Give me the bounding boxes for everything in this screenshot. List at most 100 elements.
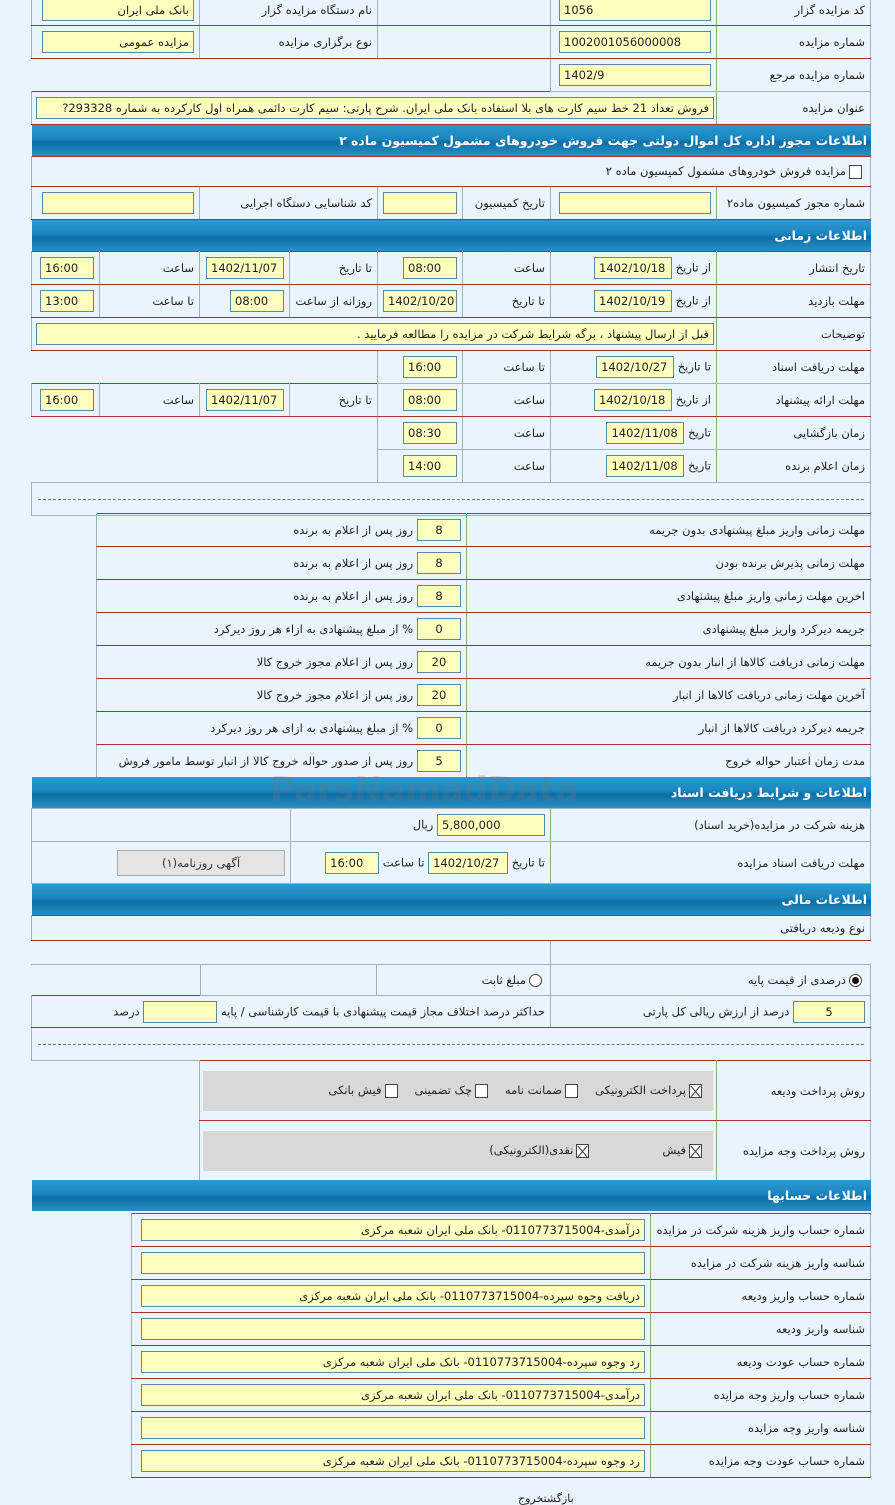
method-checkbox[interactable] <box>576 1143 590 1158</box>
method-label: فیش بانکی <box>328 1083 382 1098</box>
account-field[interactable]: رد وجوه سپرده-0110773715004- بانک ملی ای… <box>141 1351 645 1373</box>
visit-daily-from[interactable]: 08:00 <box>230 290 284 312</box>
visit-to-date[interactable]: 1402/10/20 <box>383 290 457 312</box>
docs-deadline-time[interactable]: 16:00 <box>325 851 380 874</box>
time-label: ساعت <box>99 383 200 417</box>
docs-time[interactable]: 16:00 <box>403 356 457 378</box>
deadline-value-field[interactable]: 0 <box>417 618 461 640</box>
method-option[interactable]: چک تضمینی <box>415 1083 491 1098</box>
method-checkbox[interactable] <box>474 1083 488 1098</box>
deadline-value-field[interactable]: 20 <box>417 684 461 706</box>
visit-label: مهلت بازدید <box>716 284 871 318</box>
org-field[interactable]: بانک ملی ایران <box>42 0 194 21</box>
deadline-value-field[interactable]: 20 <box>417 651 461 673</box>
type-field[interactable]: مزایده عمومی <box>42 31 194 53</box>
percent-field[interactable]: 5 <box>793 1000 865 1023</box>
commission-date-field[interactable] <box>383 192 457 214</box>
newspaper-ad-button[interactable]: آگهی روزنامه(۱) <box>117 849 285 876</box>
payment-method-options: فیش نقدی(الکترونیکی) <box>203 1130 713 1171</box>
winner-time[interactable]: 14:00 <box>403 455 457 477</box>
account-field[interactable]: درآمدی-0110773715004- بانک ملی ایران شعب… <box>141 1219 645 1241</box>
table-row: شماره حساب واریز ودیعه دریافت وجوه سپرده-… <box>131 1279 871 1313</box>
docs-date[interactable]: 1402/10/27 <box>596 356 675 378</box>
deadline-value-field[interactable]: 5 <box>417 750 461 772</box>
deadline-value-field[interactable]: 8 <box>417 552 461 574</box>
deadline-value-cell: 20 روز پس از اعلام مجوز خروج کالا <box>96 645 467 679</box>
opening-date[interactable]: 1402/11/08 <box>606 422 685 444</box>
method-option[interactable]: فیش <box>662 1143 705 1158</box>
account-label: شناسه واریز وجه مزایده <box>650 1411 871 1445</box>
deadline-value-field[interactable]: 8 <box>417 585 461 607</box>
visit-from-date[interactable]: 1402/10/19 <box>594 290 673 312</box>
deadline-unit: روز پس از اعلام به برنده <box>293 555 413 570</box>
publish-to-time[interactable]: 16:00 <box>40 257 94 279</box>
method-checkbox[interactable] <box>384 1083 398 1098</box>
visit-daily-to[interactable]: 13:00 <box>40 290 94 312</box>
deadline-value-field[interactable]: 0 <box>417 717 461 739</box>
method-option[interactable]: پرداخت الکترونیکی <box>595 1083 705 1098</box>
account-value-cell <box>131 1246 651 1280</box>
winner-label: زمان اعلام برنده <box>716 449 871 483</box>
account-label: شماره حساب عودت ودیعه <box>650 1345 871 1379</box>
table-row: مهلت زمانی پذیرش برنده بودن 8 روز پس از اع… <box>96 546 871 580</box>
offer-from-time[interactable]: 08:00 <box>403 389 457 411</box>
title-field[interactable]: فروش تعداد 21 خط سیم کارت های بلا استفاد… <box>36 97 714 119</box>
table-row: اخرین مهلت زمانی واریز مبلغ پیشنهادی 8 روز… <box>96 579 871 613</box>
exit-link[interactable]: خروج <box>518 1492 544 1505</box>
method-checkbox[interactable] <box>689 1143 702 1158</box>
account-field[interactable] <box>141 1252 645 1274</box>
fixed-radio[interactable] <box>529 974 542 987</box>
to-label: تا تاریخ <box>677 359 711 374</box>
finance-header: اطلاعات مالی <box>32 884 871 915</box>
fee-label: هزینه شرکت در مزایده(خرید اسناد) <box>550 808 871 842</box>
method-option[interactable]: فیش بانکی <box>328 1083 400 1098</box>
payment-method-label: روش پرداخت وجه مزایده <box>716 1120 871 1181</box>
ref-field[interactable]: 1402/9 <box>559 64 711 86</box>
deadline-value-cell: 20 روز پس از اعلام مجوز خروج کالا <box>96 678 467 712</box>
to-label: تا تاریخ <box>462 284 551 318</box>
opening-time[interactable]: 08:30 <box>403 422 457 444</box>
publish-from-date[interactable]: 1402/10/18 <box>594 257 673 279</box>
fixed-option-label: مبلغ ثابت <box>481 973 526 987</box>
to-time-label: تا ساعت <box>382 855 425 869</box>
winner-date[interactable]: 1402/11/08 <box>606 455 685 477</box>
docs-section: اطلاعات و شرایط دریافت اسناد هزینه شرکت … <box>30 777 872 1061</box>
table-row: جریمه دیرکرد دریافت کالاها از انبار 0 % از… <box>96 711 871 745</box>
percent-radio[interactable] <box>849 974 862 987</box>
desc-field[interactable]: قبل از ارسال پیشنهاد ، برگه شرایط شرکت د… <box>36 323 714 345</box>
method-option[interactable]: ضمانت نامه <box>505 1083 581 1098</box>
method-option[interactable]: نقدی(الکترونیکی) <box>489 1143 592 1158</box>
account-field[interactable]: رد وجوه سپرده-0110773715004- بانک ملی ای… <box>141 1450 645 1472</box>
offer-to-time[interactable]: 16:00 <box>40 389 94 411</box>
max-diff-field[interactable] <box>143 1000 218 1023</box>
publish-to-date[interactable]: 1402/11/07 <box>206 257 284 279</box>
deadline-value-field[interactable]: 8 <box>417 519 461 541</box>
deadline-unit: روز پس از اعلام به برنده <box>293 588 413 603</box>
publish-from-time[interactable]: 08:00 <box>403 257 457 279</box>
back-link[interactable]: بازگشت <box>543 1492 574 1505</box>
number-label: شماره مزایده <box>716 25 871 59</box>
fee-field[interactable]: 5,800,000 <box>437 814 545 836</box>
method-checkbox[interactable] <box>565 1083 579 1098</box>
account-field[interactable] <box>141 1318 645 1340</box>
permit-field[interactable] <box>559 192 711 214</box>
method-checkbox[interactable] <box>689 1083 702 1098</box>
payment-methods: روش پرداخت ودیعه پرداخت الکترونیکی ضمانت ن… <box>199 1060 871 1181</box>
account-field[interactable]: درآمدی-0110773715004- بانک ملی ایران شعب… <box>141 1384 645 1406</box>
offer-from-date[interactable]: 1402/10/18 <box>594 389 673 411</box>
docs-header: اطلاعات و شرایط دریافت اسناد <box>32 777 871 808</box>
account-field[interactable]: دریافت وجوه سپرده-0110773715004- بانک مل… <box>141 1285 645 1307</box>
commission-checkbox[interactable] <box>849 164 862 179</box>
offer-to-date[interactable]: 1402/11/07 <box>206 389 284 411</box>
opening-label: زمان بازگشایی <box>716 416 871 450</box>
time-label: ساعت <box>462 449 551 483</box>
number-field[interactable]: 1002001056000008 <box>559 31 711 53</box>
from-label: از تاریخ <box>675 260 711 275</box>
account-field[interactable] <box>141 1417 645 1439</box>
method-label: ضمانت نامه <box>504 1083 563 1098</box>
deadline-label: جریمه دیرکرد دریافت کالاها از انبار <box>466 711 871 745</box>
docs-deadline-date[interactable]: 1402/10/27 <box>428 851 509 874</box>
code-field[interactable]: 1056 <box>559 0 711 21</box>
agency-field[interactable] <box>42 192 194 214</box>
time-header: اطلاعات زمانی <box>32 220 871 251</box>
